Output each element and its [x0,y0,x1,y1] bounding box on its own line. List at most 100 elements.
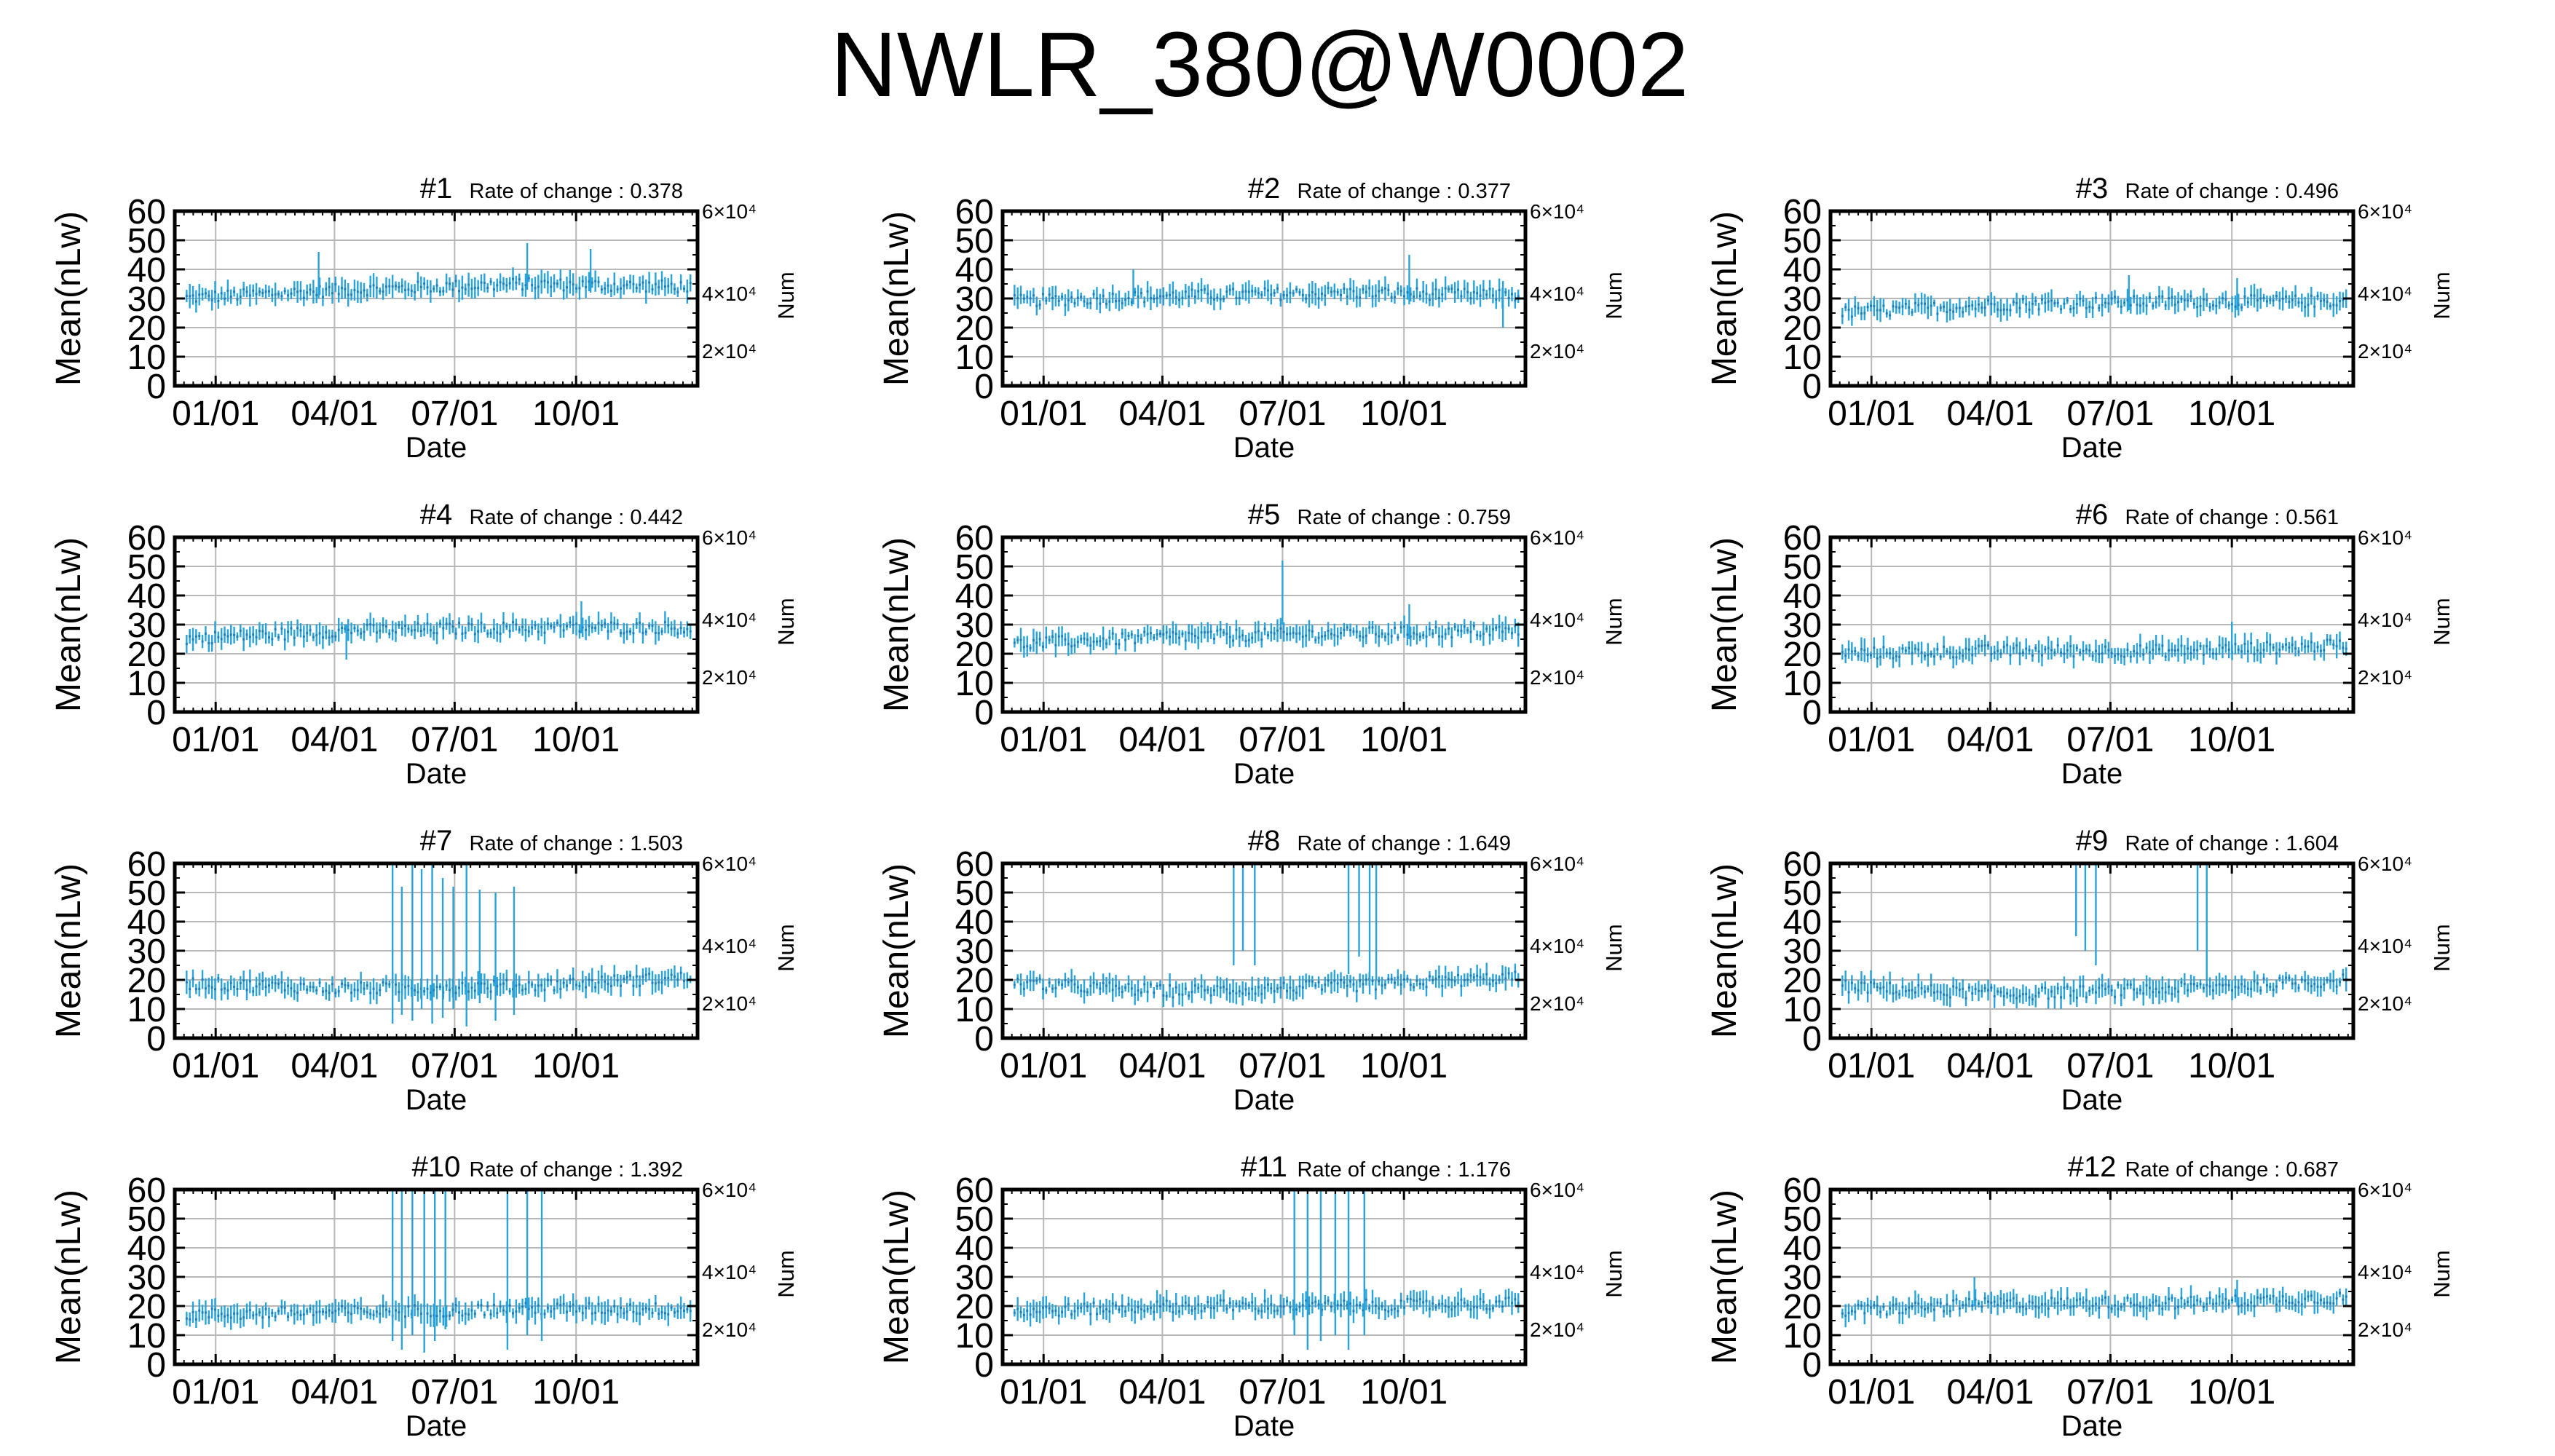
data-point [2187,989,2189,992]
data-point [347,628,350,631]
data-point [508,990,511,993]
x-tick-label: 01/01 [172,1047,259,1085]
data-point [2180,981,2183,984]
data-point [1324,634,1327,637]
data-point [1352,630,1355,633]
data-point [1298,291,1301,294]
data-point [2142,653,2145,656]
data-point [581,980,584,983]
data-point [1092,981,1095,984]
data-point [1257,986,1260,989]
data-point [1247,290,1250,293]
data-point [648,973,651,976]
data-point [572,623,574,626]
data-point [1920,302,1923,305]
data-point [2272,299,2275,302]
data-point [429,992,432,994]
data-point [2211,989,2214,992]
data-point [2037,650,2040,653]
data-point [2215,304,2218,307]
data-point [1869,981,1872,984]
data-point [1266,983,1269,986]
data-point [321,990,324,993]
data-point [1850,981,1853,984]
data-point [1472,290,1475,293]
data-point [445,622,448,625]
data-point [461,286,464,289]
data-point [302,296,305,299]
data-point [2310,294,2313,297]
data-point [499,983,502,986]
data-point [1076,641,1079,644]
data-point [489,280,492,283]
data-point [1181,993,1184,996]
data-point [299,1313,302,1316]
data-point [1051,635,1054,638]
data-point [1197,290,1200,293]
data-point [261,1316,264,1319]
data-point [1016,638,1019,641]
data-point [566,984,568,987]
data-point [2002,308,2005,311]
data-point [1254,290,1257,293]
data-point [1203,288,1206,291]
data-point [1238,990,1241,993]
y-tick-label: 50 [955,222,994,261]
data-point [518,983,521,986]
x-tick-label: 10/01 [532,395,620,433]
data-point [2329,305,2331,308]
data-point [1076,986,1079,989]
data-point [442,1315,445,1318]
data-point [2234,986,2237,989]
data-point [1343,287,1346,290]
data-point [1876,986,1879,989]
data-point [483,626,486,629]
data-point [2231,989,2234,992]
data-point [2104,301,2106,304]
data-point [442,627,445,630]
data-point [1127,634,1130,637]
data-point [2202,298,2205,301]
data-point [229,981,232,984]
data-point [458,1311,461,1314]
data-point [360,632,363,635]
data-point [1418,636,1421,638]
data-point [1013,641,1016,644]
data-point [1365,634,1367,637]
data-point [2215,984,2218,986]
data-point [2098,652,2101,655]
data-point [556,1302,558,1305]
data-point [644,1307,647,1310]
data-point [1209,296,1212,299]
data-point [600,976,603,978]
panel-title: #2 [1248,173,1281,205]
data-point [651,981,654,984]
data-point [1137,295,1140,298]
data-point [480,281,483,284]
data-point [1190,633,1193,636]
data-point [2294,647,2297,650]
y-tick-label: 30 [955,933,994,971]
data-point [556,622,558,625]
data-point [2079,297,2082,300]
data-point [512,1312,515,1315]
data-point [550,979,553,982]
x-tick-label: 01/01 [1000,1047,1087,1085]
data-point [569,978,572,981]
data-point [331,635,333,638]
y-tick-label: 40 [127,577,166,616]
data-point [1997,649,1999,652]
data-point [296,1311,299,1314]
data-point [470,623,473,626]
data-point [255,985,258,988]
y2-axis-label: Num [1601,924,1627,971]
data-point [280,295,283,298]
data-point [591,626,593,629]
data-point [442,290,445,293]
data-point [1260,638,1263,641]
data-point [534,989,537,992]
data-point [2002,994,2005,997]
data-point [217,636,220,638]
data-point [1156,633,1158,636]
